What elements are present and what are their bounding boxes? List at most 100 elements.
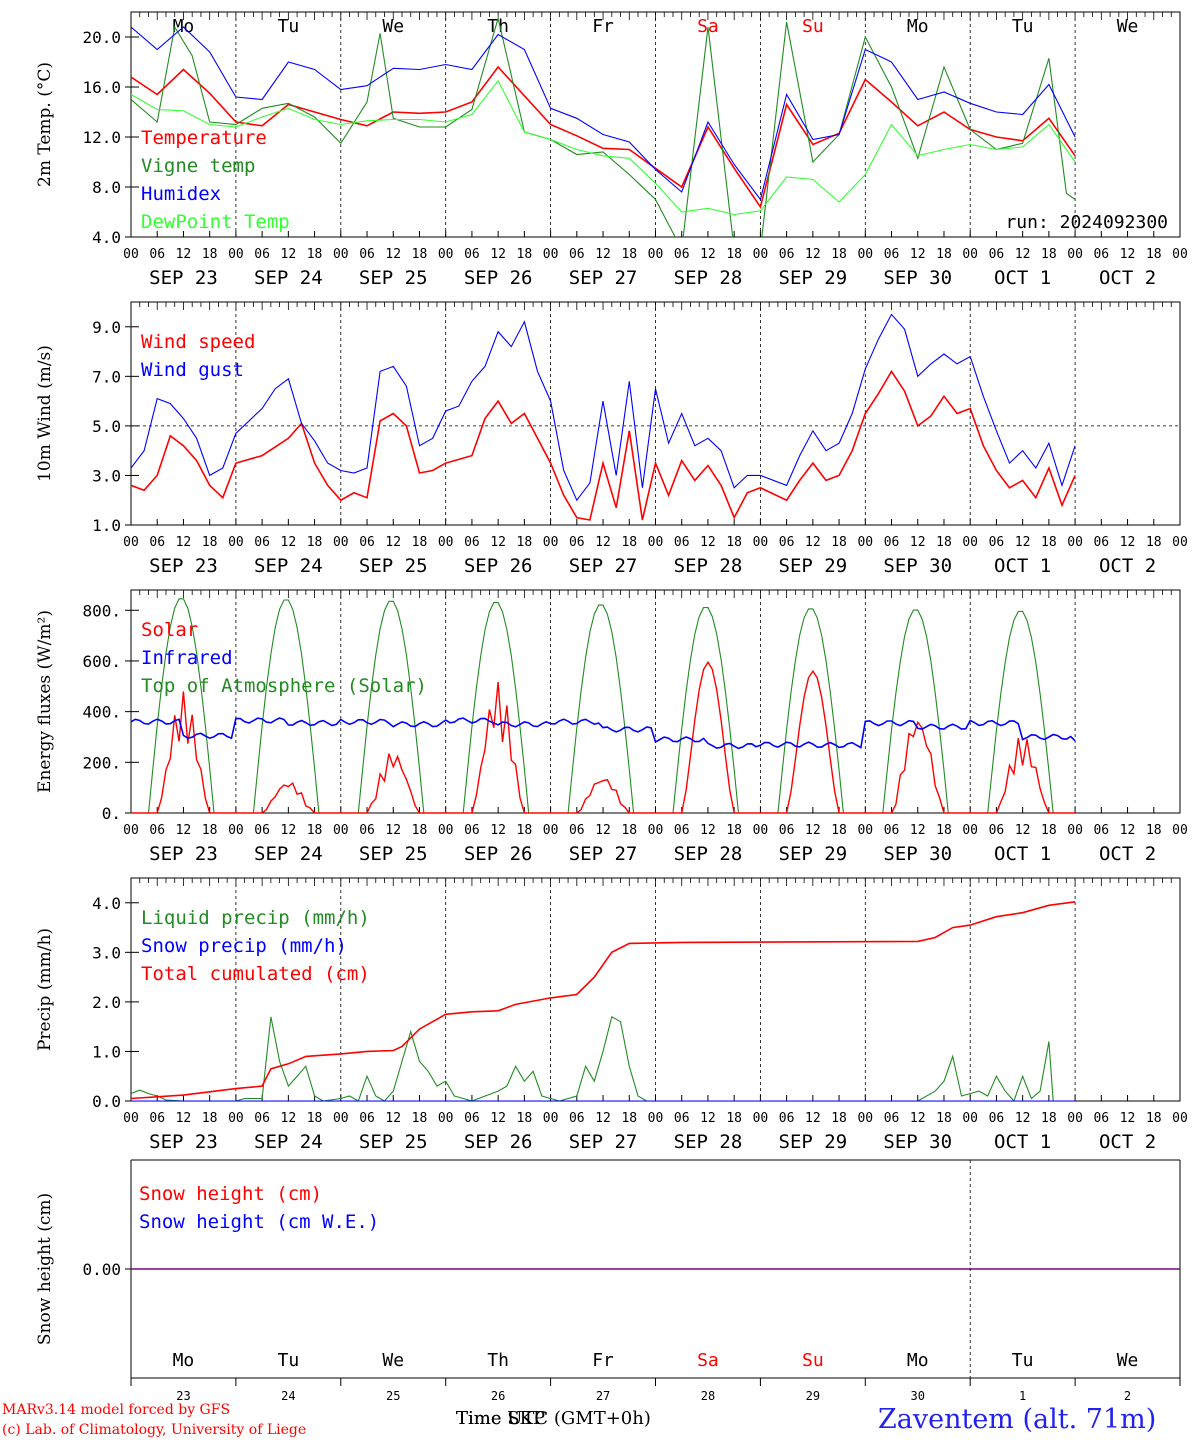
y-tick-label: 9.0 bbox=[92, 318, 121, 337]
hour-label: 06 bbox=[359, 823, 375, 838]
hour-label: 06 bbox=[884, 1111, 900, 1126]
hour-label: 12 bbox=[490, 247, 506, 262]
hour-label: 18 bbox=[202, 247, 218, 262]
hour-label: 00 bbox=[753, 247, 769, 262]
hour-label: 06 bbox=[254, 535, 270, 550]
hour-label: 18 bbox=[726, 1111, 742, 1126]
hour-label: 00 bbox=[228, 535, 244, 550]
hour-label: 12 bbox=[910, 823, 926, 838]
hour-label: 12 bbox=[1120, 535, 1136, 550]
hour-label: 06 bbox=[674, 247, 690, 262]
hour-label: 18 bbox=[202, 823, 218, 838]
hour-label: 18 bbox=[202, 1111, 218, 1126]
hour-label: 12 bbox=[805, 1111, 821, 1126]
y-tick-label: 1.0 bbox=[92, 516, 121, 535]
date-label: SEP 28 bbox=[674, 1131, 743, 1153]
day-name: Mo bbox=[907, 16, 929, 37]
hour-label: 00 bbox=[648, 1111, 664, 1126]
hour-label: 18 bbox=[831, 823, 847, 838]
y-tick-label: 0. bbox=[102, 804, 121, 823]
y-tick-label: 2.0 bbox=[92, 993, 121, 1012]
hour-label: 18 bbox=[412, 247, 428, 262]
toa-solar-line bbox=[131, 598, 1076, 813]
date-number: 24 bbox=[281, 1389, 295, 1403]
hour-label: 18 bbox=[412, 535, 428, 550]
date-number: 26 bbox=[491, 1389, 505, 1403]
hour-label: 00 bbox=[123, 823, 139, 838]
infrared-line bbox=[131, 717, 1076, 750]
hour-label: 00 bbox=[438, 247, 454, 262]
time-axis-label: Time UTC (GMT+0h) bbox=[456, 1408, 651, 1429]
date-label: SEP 24 bbox=[254, 1131, 323, 1153]
date-label: SEP 26 bbox=[464, 1131, 533, 1153]
hour-label: 12 bbox=[805, 535, 821, 550]
hour-label: 12 bbox=[490, 1111, 506, 1126]
date-number: 28 bbox=[701, 1389, 715, 1403]
hour-label: 12 bbox=[910, 247, 926, 262]
hour-label: 00 bbox=[123, 1111, 139, 1126]
y-axis-label: 2m Temp. (°C) bbox=[35, 62, 55, 187]
date-label: SEP 28 bbox=[674, 843, 743, 865]
hour-label: 06 bbox=[149, 535, 165, 550]
hour-label: 18 bbox=[412, 1111, 428, 1126]
y-tick-label: 800. bbox=[82, 601, 121, 620]
hour-label: 06 bbox=[359, 1111, 375, 1126]
legend-entry: Top of Atmosphere (Solar) bbox=[141, 675, 427, 697]
hour-label: 00 bbox=[857, 247, 873, 262]
hour-label: 06 bbox=[779, 823, 795, 838]
date-number: 2 bbox=[1124, 1389, 1131, 1403]
date-label: SEP 25 bbox=[359, 555, 428, 577]
panel-frame bbox=[130, 589, 1181, 814]
hour-label: 12 bbox=[595, 247, 611, 262]
hour-label: 12 bbox=[1120, 247, 1136, 262]
y-tick-label: 8.0 bbox=[92, 178, 121, 197]
y-tick-label: 4.0 bbox=[92, 894, 121, 913]
date-label: SEP 30 bbox=[883, 843, 952, 865]
hour-label: 06 bbox=[779, 247, 795, 262]
hour-label: 12 bbox=[281, 247, 297, 262]
hour-label: 12 bbox=[910, 535, 926, 550]
date-number: 30 bbox=[911, 1389, 925, 1403]
date-label: SEP 29 bbox=[779, 843, 848, 865]
hour-label: 12 bbox=[910, 1111, 926, 1126]
day-name: Tu bbox=[1012, 1350, 1034, 1371]
y-tick-label: 7.0 bbox=[92, 367, 121, 386]
hour-label: 12 bbox=[176, 823, 192, 838]
hour-label: 12 bbox=[385, 247, 401, 262]
date-number: 1 bbox=[1019, 1389, 1026, 1403]
hour-label: 18 bbox=[412, 823, 428, 838]
hour-label: 06 bbox=[1093, 535, 1109, 550]
legend-entry: Vigne temp bbox=[141, 155, 255, 177]
series-line-0 bbox=[131, 1015, 1076, 1101]
hour-label: 06 bbox=[149, 247, 165, 262]
hour-label: 12 bbox=[1015, 1111, 1031, 1126]
hour-label: 00 bbox=[962, 823, 978, 838]
hour-label: 06 bbox=[254, 247, 270, 262]
hour-label: 12 bbox=[700, 1111, 716, 1126]
hour-label: 18 bbox=[1041, 823, 1057, 838]
date-label: SEP 27 bbox=[569, 555, 638, 577]
hour-label: 12 bbox=[595, 1111, 611, 1126]
hour-label: 12 bbox=[595, 823, 611, 838]
plot-area bbox=[131, 313, 1180, 521]
legend-entry: Solar bbox=[141, 619, 198, 641]
date-number: 23 bbox=[176, 1389, 190, 1403]
y-axis-label: 10m Wind (m/s) bbox=[35, 345, 55, 482]
day-name: Fr bbox=[592, 16, 614, 37]
hour-label: 18 bbox=[936, 535, 952, 550]
hour-label: 12 bbox=[700, 247, 716, 262]
date-label: SEP 29 bbox=[779, 267, 848, 289]
date-label: SEP 28 bbox=[674, 555, 743, 577]
legend-entry: DewPoint Temp bbox=[141, 211, 290, 233]
day-name: Mo bbox=[907, 1350, 929, 1371]
plot-area bbox=[131, 901, 1076, 1101]
hour-label: 00 bbox=[1172, 535, 1188, 550]
hour-label: 06 bbox=[674, 1111, 690, 1126]
hour-label: 18 bbox=[1146, 247, 1162, 262]
date-label: OCT 1 bbox=[994, 843, 1051, 865]
legend-entry: Liquid precip (mm/h) bbox=[141, 907, 370, 929]
hour-label: 18 bbox=[517, 247, 533, 262]
date-label: OCT 2 bbox=[1099, 843, 1156, 865]
credit-line-2: (c) Lab. of Climatology, University of L… bbox=[2, 1422, 306, 1438]
date-label: SEP 25 bbox=[359, 267, 428, 289]
